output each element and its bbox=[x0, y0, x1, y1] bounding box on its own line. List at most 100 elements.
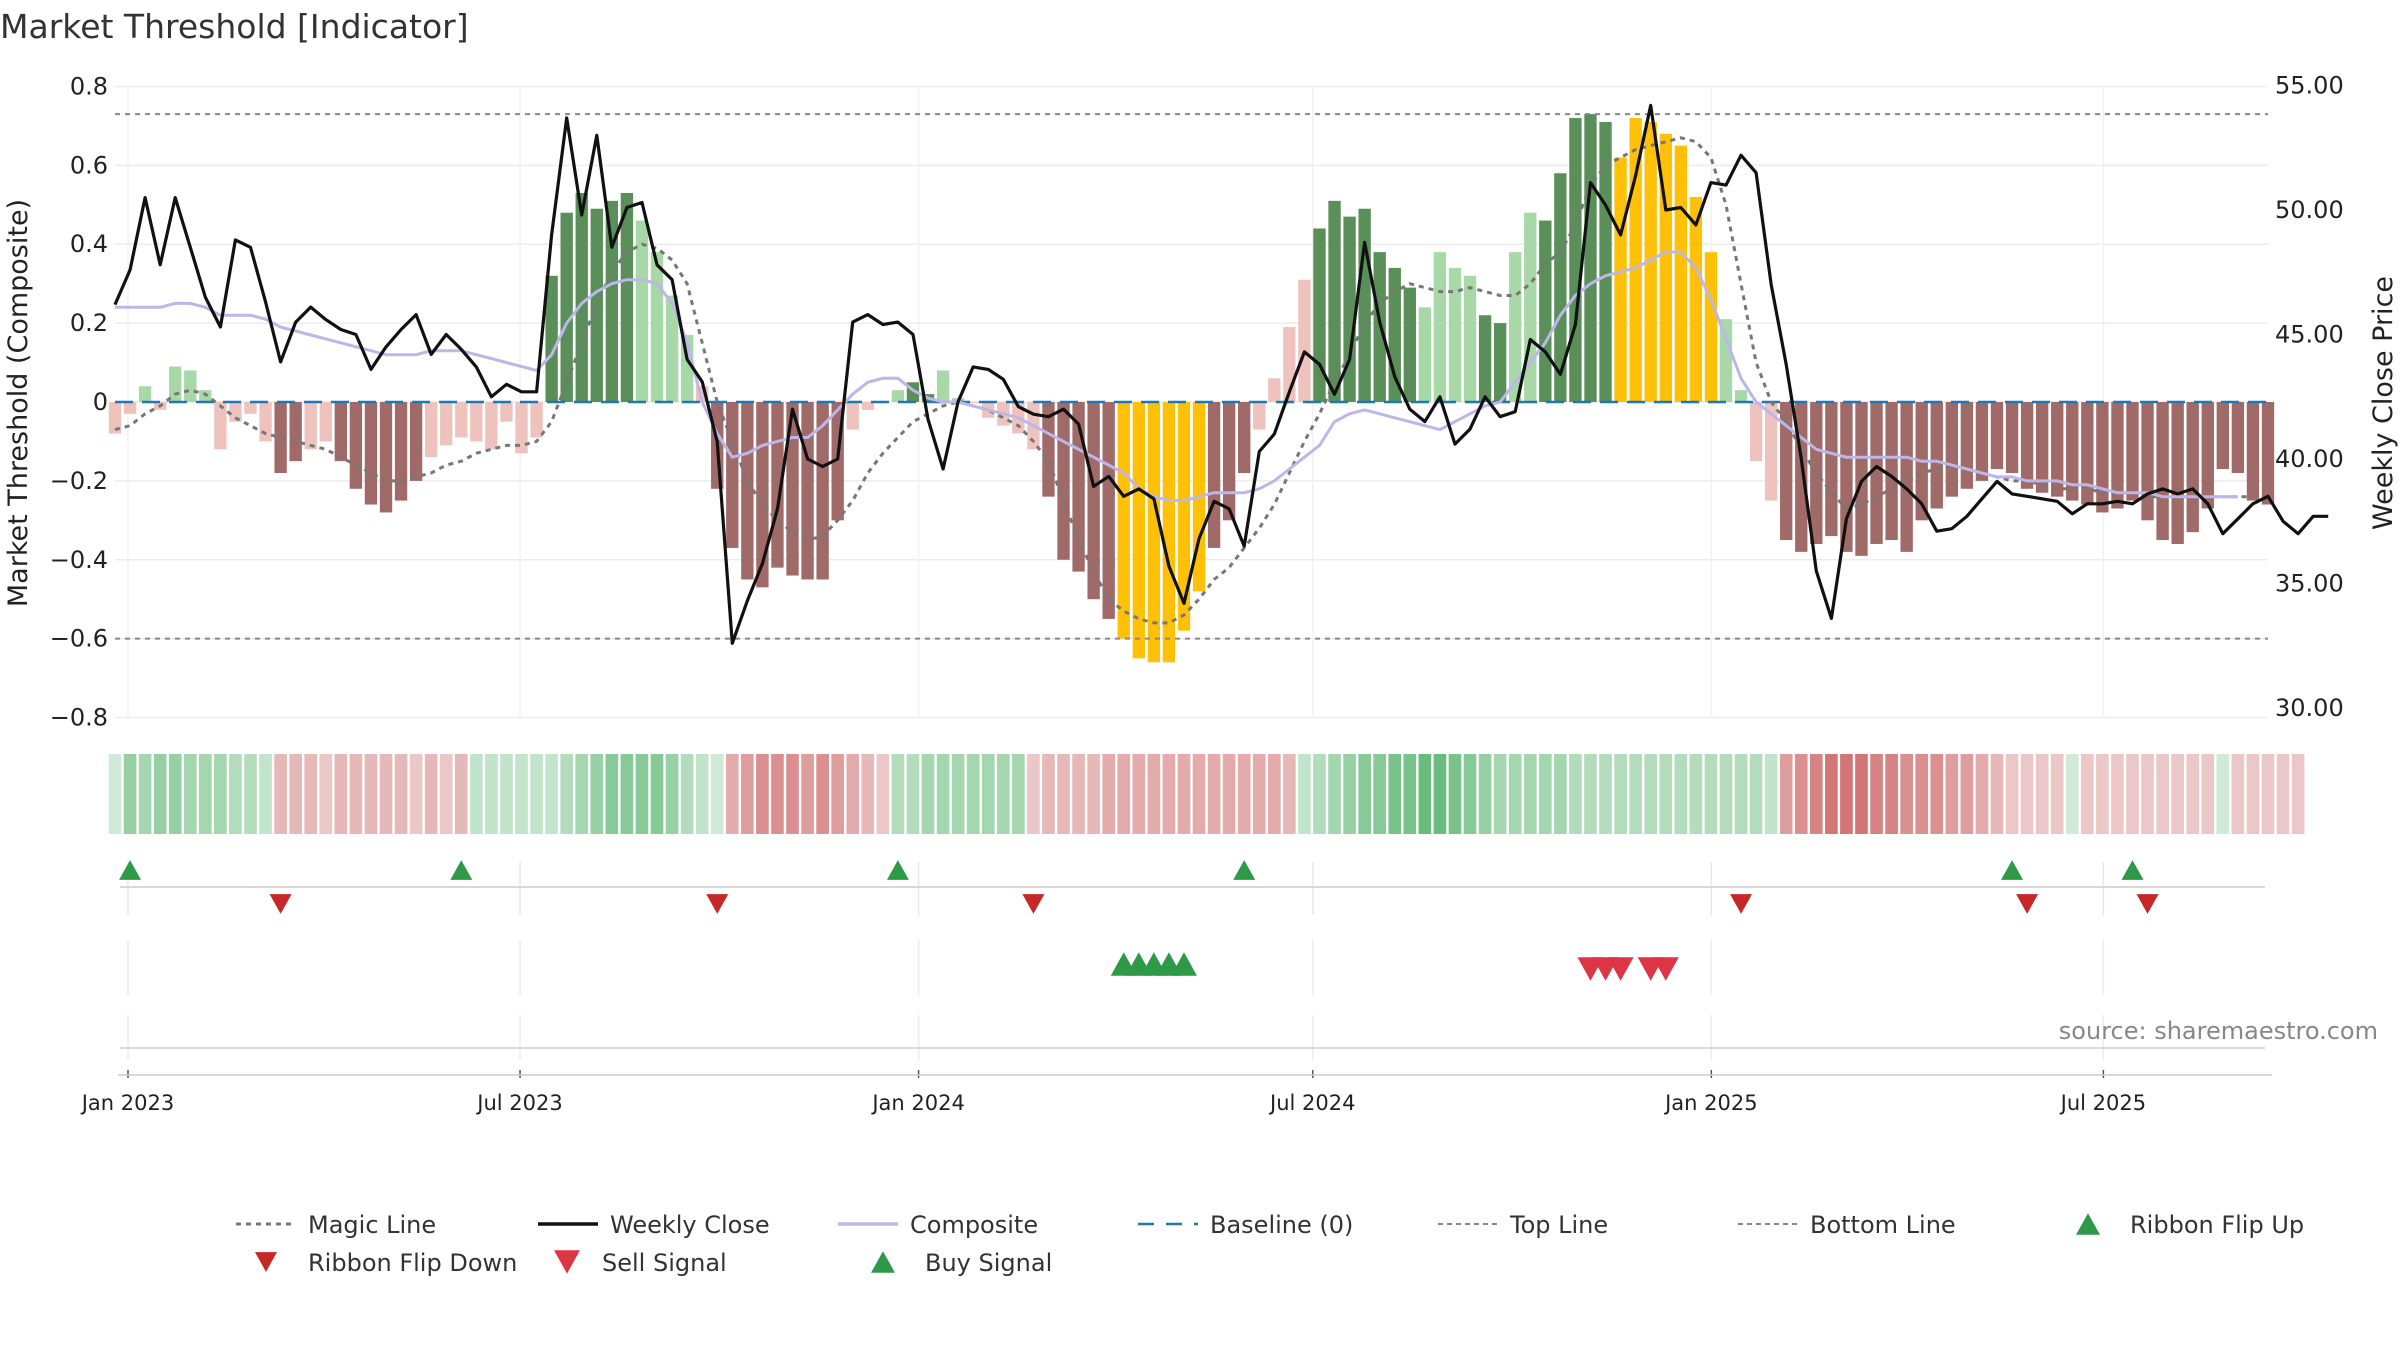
legend-swatch-up-triangle bbox=[2076, 1213, 2100, 1235]
legend-label: Baseline (0) bbox=[1210, 1211, 1353, 1239]
composite-bar bbox=[108, 402, 122, 434]
ribbon-cell bbox=[1689, 754, 1703, 834]
ribbon-cell bbox=[530, 754, 543, 834]
ribbon-flip-up-marker bbox=[1233, 860, 1256, 880]
legend-label: Ribbon Flip Up bbox=[2130, 1211, 2304, 1239]
composite-bar bbox=[1403, 287, 1416, 402]
ribbon-cell bbox=[2065, 754, 2079, 834]
right-tick-label: 35.00 bbox=[2275, 570, 2344, 598]
ribbon-cell bbox=[394, 754, 408, 834]
composite-bar bbox=[801, 402, 814, 580]
chart-title: Market Threshold [Indicator] bbox=[0, 7, 469, 46]
ribbon-flip-up-marker bbox=[450, 860, 473, 880]
composite-bar bbox=[1253, 402, 1266, 430]
ribbon-cell bbox=[2201, 754, 2215, 834]
composite-bar bbox=[1268, 378, 1281, 402]
ribbon-cell bbox=[650, 754, 664, 834]
composite-bar bbox=[530, 402, 543, 438]
left-tick-label: 0.4 bbox=[70, 230, 108, 258]
ribbon-cell bbox=[138, 754, 152, 834]
ribbon-cell bbox=[2276, 754, 2290, 834]
composite-bar bbox=[349, 402, 363, 489]
composite-bar bbox=[1478, 315, 1492, 402]
ribbon-cell bbox=[786, 754, 799, 834]
right-tick-label: 50.00 bbox=[2275, 196, 2344, 224]
ribbon-cell bbox=[575, 754, 589, 834]
ribbon-cell bbox=[2291, 754, 2305, 834]
composite-bar bbox=[1087, 402, 1100, 600]
left-tick-label: 0.6 bbox=[70, 151, 108, 179]
ribbon-cell bbox=[1463, 754, 1477, 834]
ribbon-flip-up-marker bbox=[886, 860, 909, 880]
ribbon-cell bbox=[485, 754, 498, 834]
ribbon-cell bbox=[1403, 754, 1417, 834]
composite-bar bbox=[455, 402, 468, 438]
composite-bar bbox=[1298, 279, 1311, 402]
ribbon-cell bbox=[454, 754, 468, 834]
composite-bar bbox=[1147, 402, 1161, 663]
ribbon-flip-down-marker bbox=[269, 894, 292, 914]
ribbon-cell bbox=[1523, 754, 1537, 834]
ribbon-cell bbox=[1554, 754, 1567, 834]
ribbon-cell bbox=[1418, 754, 1432, 834]
left-tick-label: −0.2 bbox=[50, 467, 108, 495]
ribbon-cell bbox=[801, 754, 814, 834]
ribbon-cell bbox=[274, 754, 287, 834]
left-tick-label: −0.6 bbox=[50, 625, 108, 653]
ribbon-cell bbox=[1840, 754, 1853, 834]
ribbon-cell bbox=[2035, 754, 2049, 834]
legend: Magic Line Weekly Close Composite Baseline … bbox=[236, 1211, 2304, 1277]
composite-bar bbox=[1539, 220, 1552, 402]
ribbon-cell bbox=[199, 754, 212, 834]
ribbon-cell bbox=[1734, 754, 1748, 834]
ribbon-cell bbox=[1508, 754, 1522, 834]
composite-bar bbox=[2051, 402, 2064, 497]
ribbon-cell bbox=[1584, 754, 1597, 834]
composite-bar bbox=[1689, 196, 1703, 402]
composite-bar bbox=[1448, 267, 1462, 402]
composite-bar bbox=[1975, 402, 1989, 481]
composite-bar bbox=[1840, 402, 1853, 552]
ribbon-cell bbox=[1493, 754, 1507, 834]
composite-bar bbox=[1493, 323, 1507, 402]
ribbon-cell bbox=[966, 754, 980, 834]
left-tick-label: 0.2 bbox=[70, 309, 108, 337]
ribbon-cell bbox=[229, 754, 242, 834]
legend-item: Sell Signal bbox=[554, 1249, 727, 1277]
legend-item: Weekly Close bbox=[538, 1211, 770, 1239]
legend-item: Ribbon Flip Down bbox=[255, 1249, 517, 1277]
x-tick-label: Jan 2023 bbox=[80, 1091, 175, 1115]
ribbon-cell bbox=[1388, 754, 1402, 834]
composite-bar bbox=[214, 402, 227, 450]
composite-bar bbox=[244, 402, 257, 414]
ribbon-cell bbox=[936, 754, 950, 834]
ribbon-cell bbox=[2096, 754, 2109, 834]
composite-bar bbox=[936, 370, 950, 402]
ribbon-flip-down-marker bbox=[1730, 894, 1753, 914]
composite-bar bbox=[289, 402, 302, 462]
ribbon-cell bbox=[424, 754, 438, 834]
legend-label: Ribbon Flip Down bbox=[308, 1249, 517, 1277]
composite-bar bbox=[1734, 390, 1748, 402]
ribbon-cell bbox=[1569, 754, 1582, 834]
ribbon-cell bbox=[364, 754, 378, 834]
composite-bar bbox=[2081, 402, 2094, 505]
ribbon-cell bbox=[710, 754, 724, 834]
composite-bar bbox=[515, 402, 528, 454]
composite-bar bbox=[2186, 402, 2199, 533]
ribbon-cell bbox=[2111, 754, 2124, 834]
ribbon-cell bbox=[620, 754, 634, 834]
ribbon-cell bbox=[1900, 754, 1913, 834]
ribbon-flip-down-marker bbox=[2016, 894, 2039, 914]
composite-bar bbox=[1463, 275, 1477, 402]
composite-bar bbox=[891, 390, 905, 402]
ribbon-cell bbox=[319, 754, 333, 834]
ribbon-cell bbox=[183, 754, 197, 834]
ribbon-cell bbox=[2156, 754, 2169, 834]
left-axis-label: Market Threshold (Composite) bbox=[3, 199, 34, 607]
ribbon-cell bbox=[1298, 754, 1311, 834]
composite-bar bbox=[259, 402, 272, 442]
composite-bar bbox=[2020, 402, 2034, 489]
legend-swatch-up-triangle bbox=[871, 1251, 895, 1273]
x-tick-label: Jan 2024 bbox=[870, 1091, 965, 1115]
